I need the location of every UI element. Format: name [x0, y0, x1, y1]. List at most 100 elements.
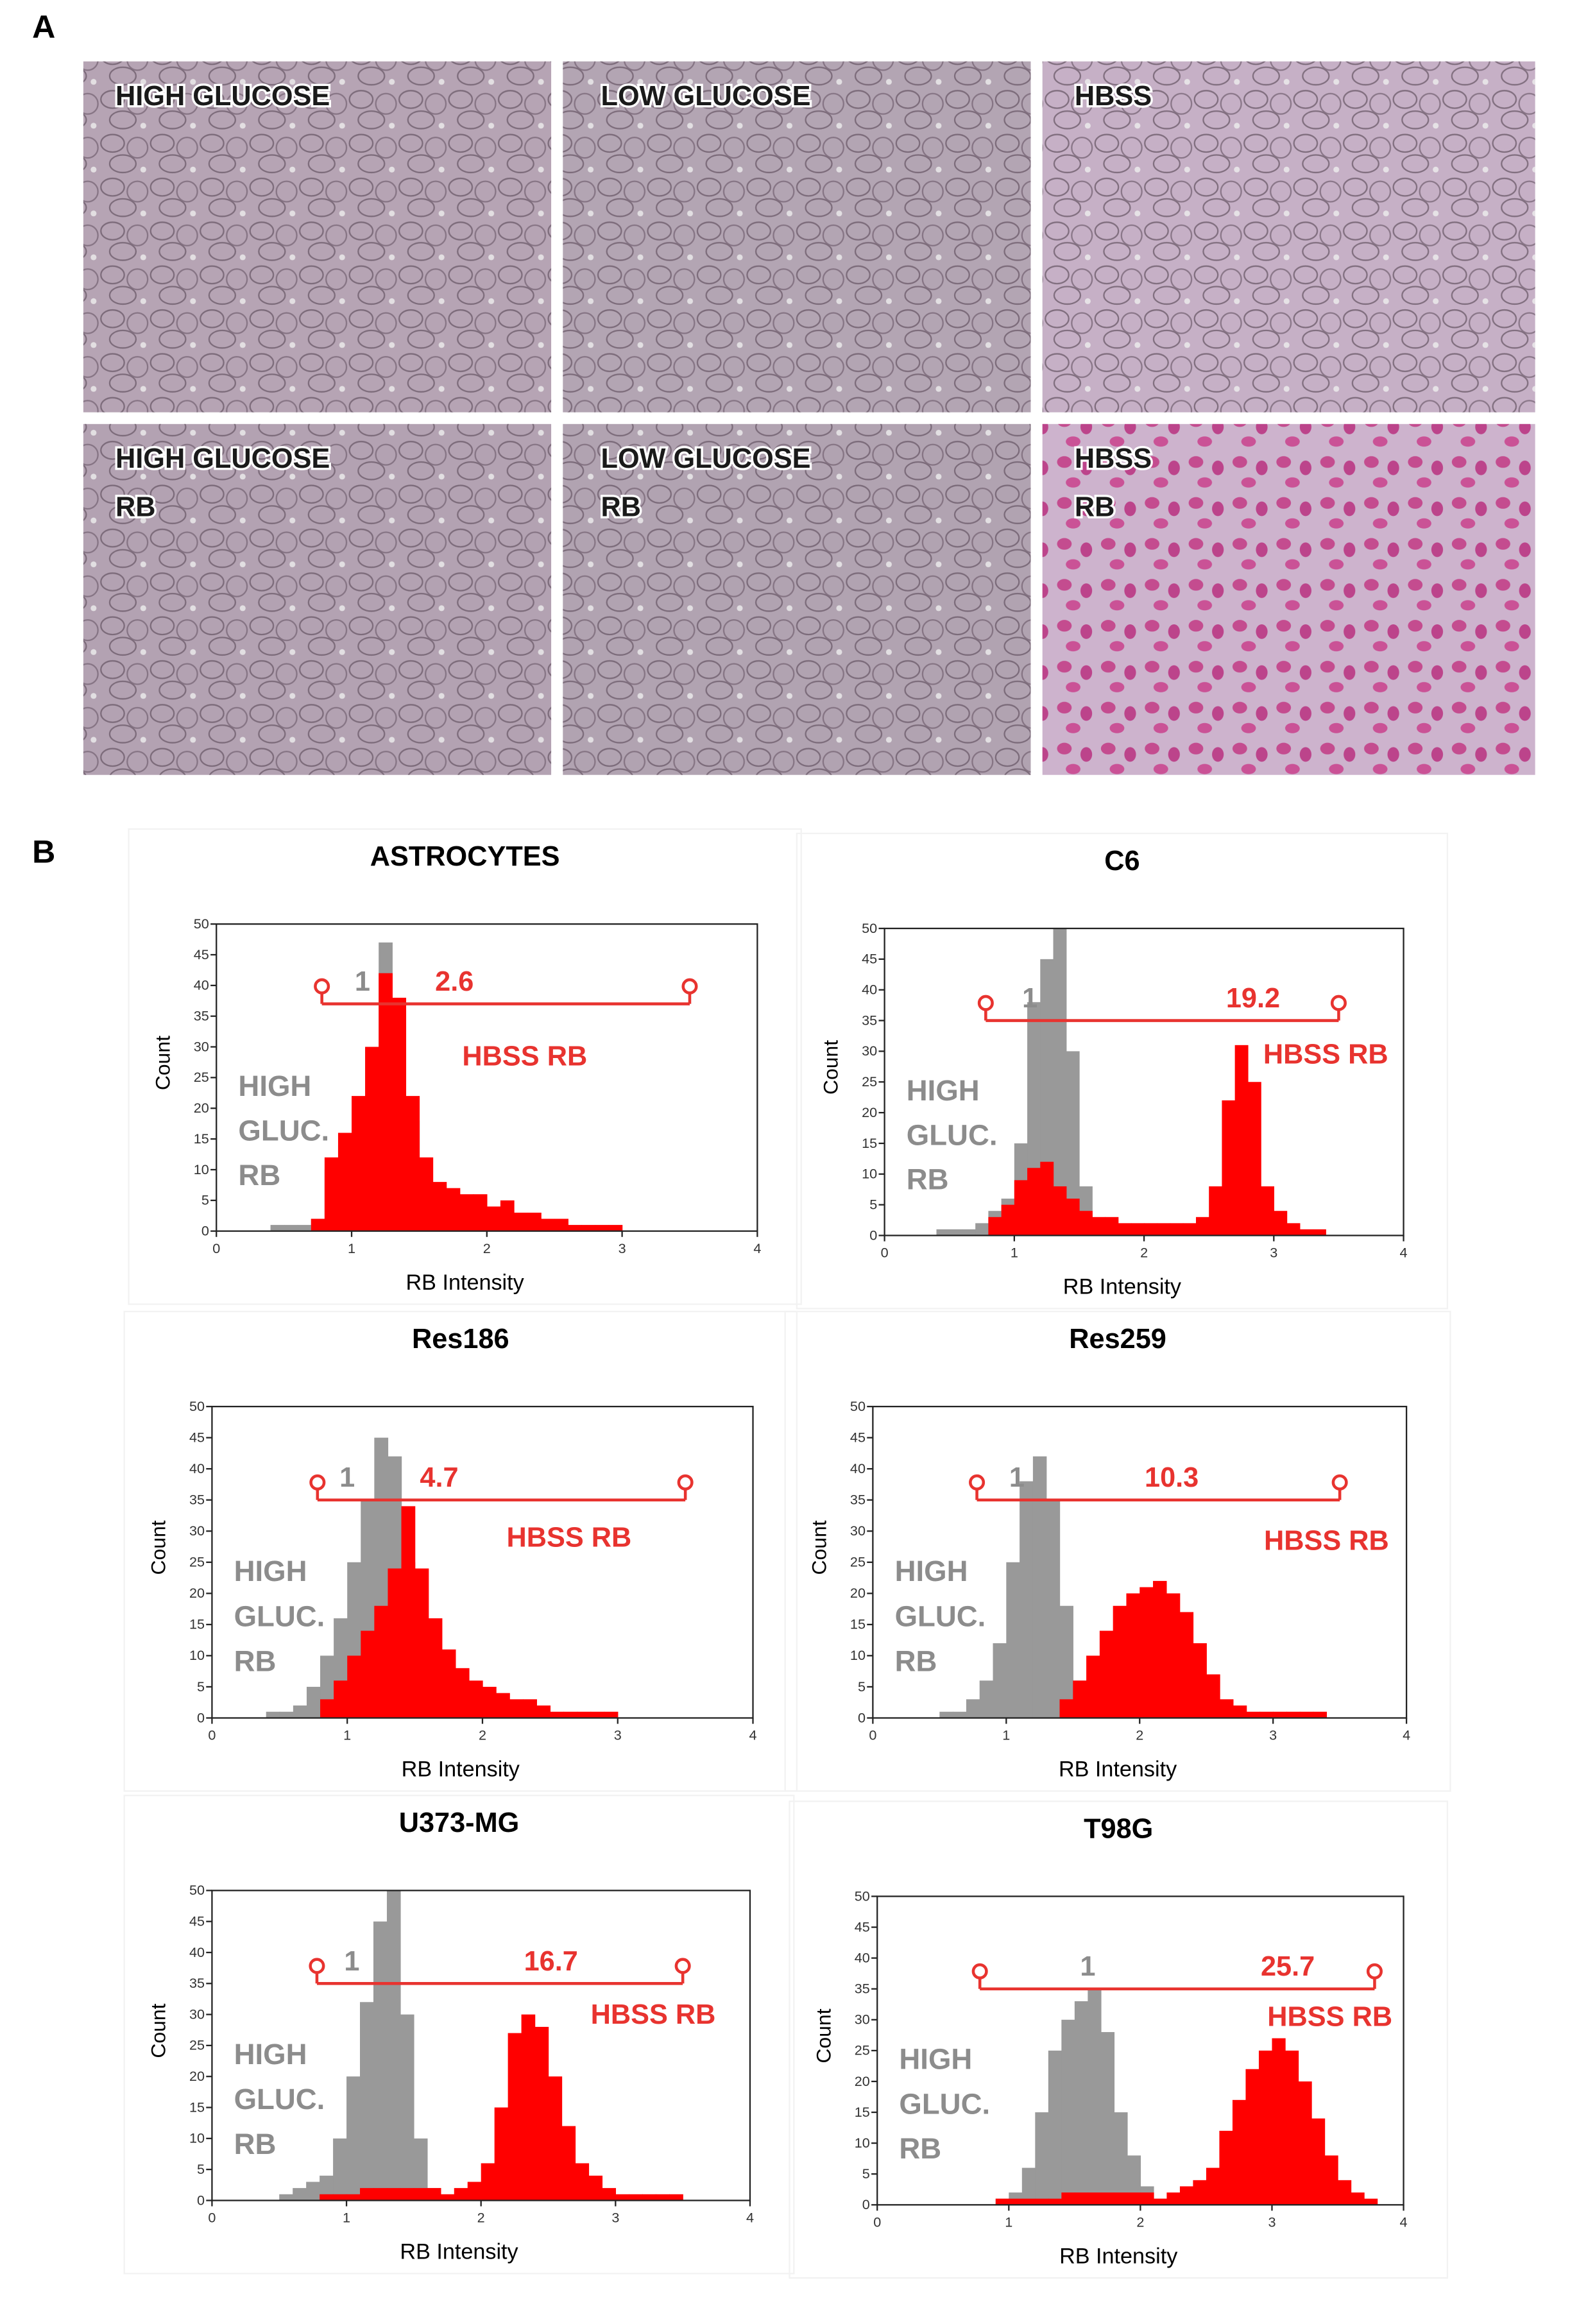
histogram-bar [311, 1218, 325, 1231]
histogram-bar [414, 1568, 429, 1718]
y-tick-label: 45 [194, 946, 209, 962]
x-tick-label: 4 [746, 2210, 754, 2226]
histogram-bar [388, 1568, 402, 1718]
histogram-bar [1061, 2019, 1075, 2205]
legend-label: RB [895, 1645, 937, 1678]
chart-title: T98G [1084, 1813, 1153, 1844]
y-tick-label: 25 [850, 1554, 866, 1570]
histogram-bar [1247, 1082, 1261, 1236]
histogram-bar [953, 1711, 967, 1718]
legend-label: RB [899, 2132, 941, 2165]
histogram-bar [1048, 2050, 1063, 2205]
x-tick-label: 2 [1136, 1727, 1143, 1743]
y-tick-label: 35 [855, 1981, 870, 1997]
gate-label: 1 [339, 1462, 355, 1493]
y-tick-label: 5 [197, 1679, 205, 1695]
histogram-bar [494, 2107, 509, 2201]
x-tick-label: 3 [619, 1240, 626, 1256]
histogram-bar [1105, 1217, 1119, 1236]
y-axis-label: Count [151, 1036, 174, 1090]
histogram-bar [1299, 1229, 1313, 1236]
histogram-bar [602, 2188, 617, 2201]
histogram-bar [279, 1711, 294, 1718]
y-tick-label: 20 [850, 1585, 866, 1601]
x-tick-label: 1 [1011, 1245, 1018, 1261]
gate-end [971, 1963, 988, 1979]
legend-label: HIGH [907, 1074, 980, 1107]
histogram-bar [1059, 1605, 1073, 1718]
y-tick-label: 15 [855, 2104, 870, 2120]
histogram-bar [360, 2002, 374, 2201]
x-axis-label: RB Intensity [402, 1757, 520, 1782]
histogram-bar [496, 1693, 510, 1718]
y-tick-label: 0 [197, 1709, 205, 1725]
histogram-bar [1006, 1562, 1020, 1718]
histogram-bar [1074, 2001, 1089, 2205]
histogram-bar [400, 2014, 414, 2201]
y-tick-label: 45 [855, 1918, 870, 1935]
histogram-bar [1209, 1186, 1223, 1236]
histogram-bar [1220, 1699, 1234, 1718]
y-tick-label: 50 [855, 1888, 870, 1904]
legend-label: GLUC. [234, 1600, 325, 1632]
y-tick-label: 50 [850, 1398, 866, 1414]
micrograph-cells [563, 61, 1031, 413]
histogram-bar [361, 1630, 375, 1718]
x-tick-label: 0 [869, 1727, 876, 1743]
histogram-bar [590, 1711, 605, 1718]
histogram-bar [669, 2194, 683, 2201]
histogram-bar [1100, 2032, 1115, 2205]
histogram-bar [1140, 2192, 1154, 2205]
histogram-bar [588, 2175, 603, 2201]
legend-label: GLUC. [238, 1115, 329, 1147]
y-tick-label: 30 [189, 2006, 205, 2022]
legend-label: HIGH [234, 1555, 307, 1587]
chart-title: C6 [1104, 846, 1139, 876]
legend-label: RB [234, 1645, 277, 1678]
histogram-bar [1061, 2192, 1075, 2205]
micrograph-cells [83, 61, 552, 413]
legend-label: HBSS RB [1263, 1039, 1388, 1070]
histogram-bar [1048, 2198, 1063, 2205]
histogram-bar [279, 2194, 293, 2201]
histogram-bar [608, 1225, 623, 1231]
histogram-bar [1222, 1100, 1236, 1236]
y-axis-label: Count [807, 1520, 830, 1575]
histogram-bar [337, 1132, 352, 1231]
gate-label: 10.3 [1145, 1462, 1199, 1493]
x-axis-label: RB Intensity [1063, 1275, 1182, 1299]
histogram-bar [1299, 1711, 1314, 1718]
histogram-bar [440, 2194, 455, 2201]
histogram-bar [1285, 2050, 1299, 2205]
histogram: U373-MG 0 5 10 15 20 25 30 35 40 45 50 0 1 2 3 4 RB Inten… [123, 1795, 795, 2275]
histogram-bar [400, 2188, 414, 2201]
micrograph-label: HIGH GLUCOSE [115, 81, 330, 112]
y-tick-label: 5 [869, 1196, 877, 1212]
x-tick-label: 1 [348, 1240, 355, 1256]
y-tick-label: 15 [850, 1616, 866, 1632]
histogram-bar [413, 2188, 428, 2201]
histogram-bar [966, 1699, 980, 1718]
histogram-bar [554, 1218, 568, 1231]
x-tick-label: 0 [881, 1245, 889, 1261]
histogram-bar [629, 2194, 643, 2201]
histogram-bar [320, 1699, 334, 1718]
histogram-bar [1259, 1711, 1274, 1718]
histogram-bar [333, 2194, 347, 2201]
y-tick-label: 30 [855, 2012, 870, 2028]
histogram-bar [413, 2138, 428, 2201]
x-tick-label: 0 [212, 1240, 220, 1256]
histogram-bar [1053, 928, 1067, 1236]
histogram-bar [1153, 2198, 1168, 2205]
histogram-bar [352, 1096, 366, 1231]
histogram-bar [513, 1212, 528, 1231]
y-tick-label: 25 [189, 1554, 205, 1570]
x-tick-label: 3 [1268, 2214, 1276, 2230]
gate-end [681, 978, 698, 995]
y-tick-label: 45 [189, 1429, 205, 1445]
histogram-bar [1114, 2192, 1128, 2205]
x-axis-label: RB Intensity [1059, 1757, 1177, 1782]
histogram-bar [1273, 1711, 1287, 1718]
histogram-bar [548, 2076, 563, 2201]
histogram-bar [1040, 1161, 1054, 1236]
